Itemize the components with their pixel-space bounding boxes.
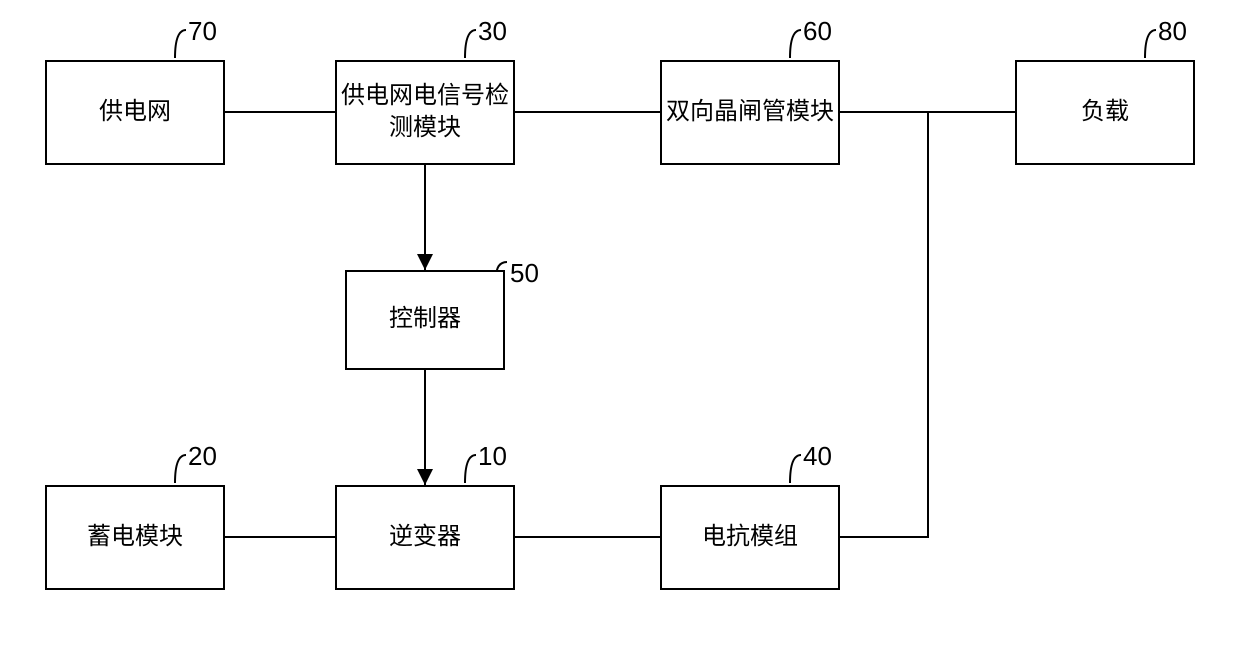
callout-text: 20 [188,441,217,471]
node-label: 控制器 [389,304,461,335]
node-n80: 负载 [1015,60,1195,165]
edge-7 [840,112,928,537]
callout-hook-5 [175,455,186,483]
node-n50: 控制器 [345,270,505,370]
callout-text: 10 [478,441,507,471]
callout-n20: 20 [188,441,217,472]
node-label: 电抗模组 [702,522,798,553]
node-n40: 电抗模组 [660,485,840,590]
callout-n70: 70 [188,16,217,47]
node-n30: 供电网电信号检测模块 [335,60,515,165]
node-n70: 供电网 [45,60,225,165]
callout-text: 30 [478,16,507,46]
node-n10: 逆变器 [335,485,515,590]
node-label: 负载 [1081,97,1129,128]
node-label: 供电网 [99,97,171,128]
node-label: 供电网电信号检测模块 [341,81,509,143]
callout-n30: 30 [478,16,507,47]
callout-hook-1 [465,30,476,58]
callout-n40: 40 [803,441,832,472]
node-n60: 双向晶闸管模块 [660,60,840,165]
node-label: 双向晶闸管模块 [666,97,834,128]
callout-hook-6 [465,455,476,483]
block-diagram: 供电网 供电网电信号检测模块 双向晶闸管模块 负载控制器蓄电模块 逆变器 电抗模组 70 3… [0,0,1240,655]
node-n20: 蓄电模块 [45,485,225,590]
callout-n80: 80 [1158,16,1187,47]
callout-n50: 50 [510,258,539,289]
callout-n10: 10 [478,441,507,472]
callout-hook-7 [790,455,801,483]
node-label: 逆变器 [389,522,461,553]
callout-hook-0 [175,30,186,58]
callout-n60: 60 [803,16,832,47]
callout-text: 80 [1158,16,1187,46]
callout-hook-3 [1145,30,1156,58]
callout-text: 70 [188,16,217,46]
callout-text: 60 [803,16,832,46]
node-label: 蓄电模块 [87,522,183,553]
callout-text: 40 [803,441,832,471]
callout-hook-2 [790,30,801,58]
callout-text: 50 [510,258,539,288]
